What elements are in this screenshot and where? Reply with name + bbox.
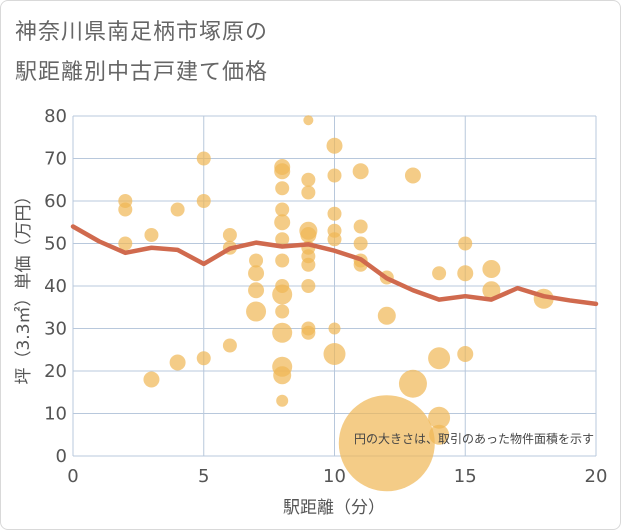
y-tick-label: 0 (56, 446, 67, 467)
chart-title-line1: 神奈川県南足柄市塚原の (15, 20, 269, 45)
trend-lines (70, 224, 599, 307)
data-point (272, 322, 293, 343)
x-tick-label: 10 (323, 466, 346, 487)
data-point (327, 168, 342, 183)
data-point (301, 172, 316, 187)
y-tick-label: 20 (44, 361, 67, 382)
data-point (301, 257, 316, 272)
data-point (353, 236, 368, 251)
data-point (275, 232, 290, 247)
data-point (301, 325, 316, 340)
data-point (338, 395, 435, 492)
data-point (353, 219, 368, 234)
data-point (196, 194, 211, 208)
data-point (428, 406, 451, 429)
data-point (248, 282, 265, 299)
data-point (275, 304, 290, 319)
data-point (272, 284, 293, 305)
data-point (118, 236, 133, 251)
y-tick-label: 30 (44, 319, 67, 340)
data-point (328, 322, 341, 335)
data-point (273, 366, 292, 385)
data-point (275, 202, 290, 217)
data-point (428, 347, 451, 370)
data-point (327, 206, 342, 221)
average-price-line (70, 224, 599, 307)
data-point (327, 232, 342, 247)
y-tick-labels: 0 10 20 30 40 50 60 70 80 (44, 106, 67, 467)
data-point (222, 228, 237, 242)
data-point (248, 265, 265, 282)
data-point (326, 137, 343, 154)
x-tick-label: 0 (67, 466, 78, 487)
data-point (169, 354, 186, 371)
data-point (222, 338, 237, 353)
data-point (246, 301, 267, 322)
data-point (482, 260, 501, 278)
y-tick-label: 80 (44, 106, 67, 127)
data-point (398, 369, 427, 398)
data-point (196, 351, 211, 366)
data-point (482, 281, 501, 300)
size-annotation: 円の大きさは、取引のあった物件面積を示す (354, 431, 594, 446)
data-point (301, 185, 316, 200)
y-tick-label: 50 (44, 234, 67, 255)
chart-title-line2: 駅距離別中古戸建て価格 (15, 60, 269, 85)
data-points (118, 115, 554, 492)
y-tick-label: 40 (44, 276, 67, 297)
data-point (301, 279, 316, 293)
data-point (143, 371, 160, 388)
y-tick-label: 60 (44, 191, 67, 212)
data-point (275, 181, 290, 196)
data-point (249, 253, 264, 268)
data-point (352, 163, 369, 180)
x-tick-labels: 0 5 10 15 20 (67, 466, 607, 487)
data-point (275, 253, 290, 268)
y-tick-label: 10 (44, 404, 67, 425)
data-point (170, 202, 185, 217)
data-point (144, 228, 159, 242)
data-point (196, 151, 211, 166)
data-point (458, 236, 473, 251)
y-axis-label: 坪（3.3㎡）単価（万円） (14, 187, 34, 384)
data-point (303, 115, 314, 126)
x-tick-label: 5 (198, 466, 209, 487)
data-point (432, 266, 447, 281)
data-point (457, 265, 474, 282)
y-tick-label: 70 (44, 149, 67, 170)
data-point (274, 163, 291, 180)
data-point (118, 202, 133, 217)
x-axis-label: 駅距離（分） (283, 498, 385, 518)
x-tick-label: 15 (454, 466, 477, 487)
data-point (276, 394, 289, 407)
data-point (429, 424, 450, 445)
data-point (404, 167, 421, 184)
data-point (274, 214, 291, 231)
data-point (323, 343, 346, 365)
data-point (457, 346, 474, 362)
x-tick-label: 20 (585, 466, 608, 487)
data-point (300, 227, 317, 243)
data-point (377, 306, 396, 325)
